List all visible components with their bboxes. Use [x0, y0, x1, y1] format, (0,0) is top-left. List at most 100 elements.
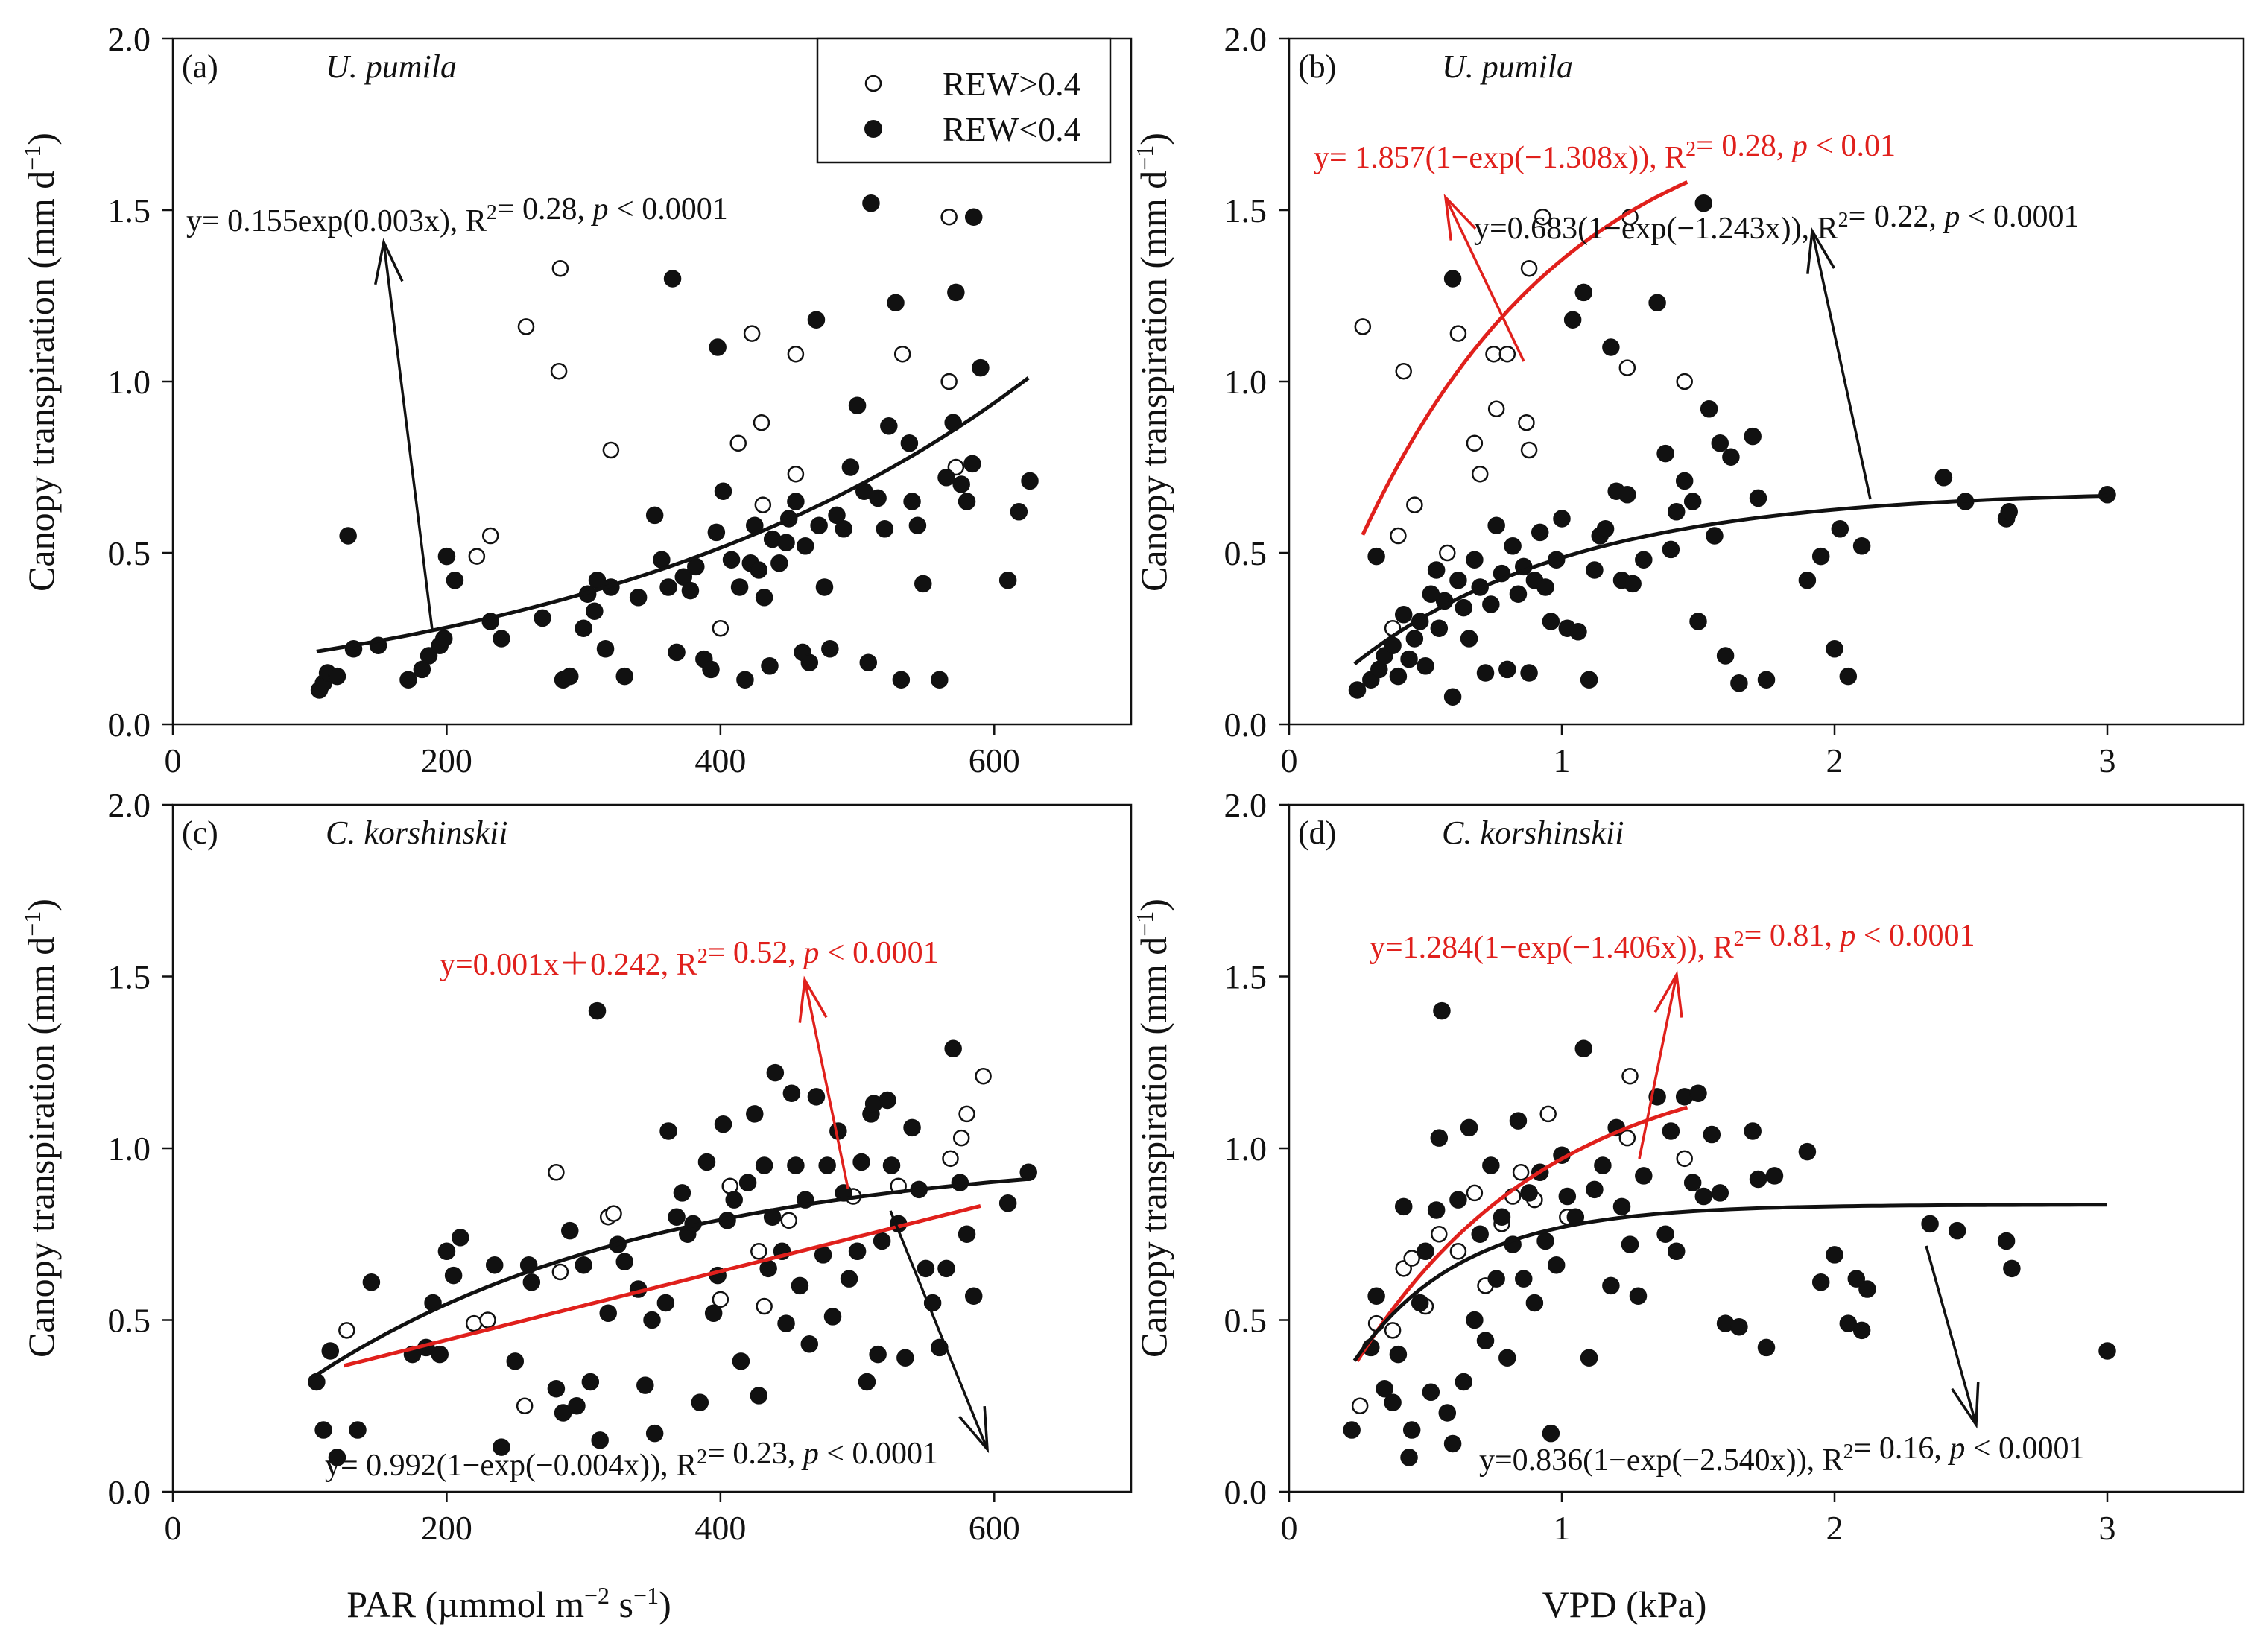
point-filled — [1798, 572, 1817, 589]
point-filled — [1460, 1118, 1478, 1137]
point-open — [468, 548, 486, 565]
point-open — [750, 1243, 767, 1260]
point-filled — [797, 537, 814, 555]
point-filled — [2000, 503, 2018, 521]
point-open — [550, 362, 568, 380]
point-open — [1449, 325, 1467, 342]
point-filled — [697, 1153, 716, 1171]
point-filled — [1602, 1276, 1620, 1295]
y-tick-label: 1.5 — [108, 192, 151, 230]
point-filled — [1757, 671, 1776, 689]
point-filled — [1417, 1242, 1434, 1261]
point-filled — [656, 1294, 675, 1312]
point-open — [1487, 400, 1505, 418]
point-filled — [575, 619, 592, 637]
point-filled — [668, 643, 686, 662]
point-filled — [1449, 1191, 1467, 1209]
point-open — [602, 441, 620, 459]
y-tick-label: 0.0 — [108, 1473, 151, 1511]
point-filled — [1389, 667, 1408, 686]
point-filled — [437, 1242, 456, 1261]
annotation-arrow-red-shaft — [803, 979, 849, 1189]
point-filled — [645, 1424, 664, 1443]
point-filled — [485, 1256, 504, 1274]
annotation-arrow-black-shaft — [1811, 230, 1872, 500]
point-open — [1449, 1243, 1467, 1260]
point-filled — [547, 1379, 566, 1398]
point-filled — [841, 458, 860, 476]
point-filled — [1417, 657, 1434, 675]
point-filled — [1021, 472, 1039, 490]
point-filled — [534, 609, 551, 627]
panel-d-species: C. korshinskii — [1442, 814, 1624, 851]
point-filled — [1348, 681, 1367, 699]
point-filled — [413, 660, 431, 679]
point-open — [754, 496, 772, 513]
fit-curve-black — [1353, 493, 2108, 665]
point-filled — [750, 561, 768, 579]
point-filled — [1443, 270, 1462, 288]
point-filled — [1798, 1142, 1817, 1161]
point-filled — [1509, 585, 1528, 603]
point-filled — [1694, 194, 1713, 212]
point-filled — [1621, 1235, 1639, 1253]
point-filled — [615, 667, 634, 686]
point-filled — [1449, 572, 1467, 589]
x-tick-label: 1 — [1554, 1509, 1571, 1547]
point-open — [548, 1164, 565, 1181]
point-open — [1439, 544, 1456, 562]
point-filled — [852, 1153, 870, 1171]
y-tick-label: 1.0 — [108, 1130, 151, 1168]
x-tick-label: 3 — [2099, 741, 2116, 779]
point-filled — [506, 1352, 525, 1370]
annotation-arrow-red-shaft — [1638, 974, 1678, 1159]
point-filled — [659, 578, 677, 596]
x-tick-label: 400 — [694, 741, 746, 779]
point-filled — [1580, 1349, 1598, 1367]
point-filled — [1367, 1287, 1385, 1305]
x-tick-label: 0 — [165, 1509, 182, 1547]
point-filled — [1831, 520, 1849, 538]
y-tick-label: 0.0 — [1224, 706, 1267, 744]
point-filled — [663, 270, 682, 288]
y-tick-label: 2.0 — [1224, 20, 1267, 58]
point-filled — [1757, 1338, 1776, 1357]
point-filled — [674, 568, 693, 586]
point-filled — [328, 667, 346, 686]
panel-a-species: U. pumila — [326, 48, 457, 85]
annotation-arrow-red-shaft — [1444, 197, 1525, 362]
point-filled — [1376, 1379, 1393, 1398]
point-open — [753, 414, 770, 431]
point-filled — [903, 493, 921, 510]
point-filled — [917, 1259, 935, 1278]
point-filled — [596, 640, 615, 658]
annotation-arrow-red-head — [798, 975, 828, 1023]
point-filled — [814, 1246, 832, 1264]
point-filled — [914, 575, 932, 593]
point-filled — [1438, 1404, 1457, 1422]
point-open — [481, 527, 499, 545]
point-filled — [493, 1438, 510, 1456]
point-filled — [1558, 1187, 1577, 1206]
point-filled — [1343, 1421, 1361, 1439]
fit-equation-black: y= 0.992(1−exp(−0.004x)), R2= 0.23, p < … — [325, 1437, 938, 1483]
point-filled — [1635, 1167, 1653, 1185]
y-tick-label: 0.5 — [1224, 534, 1267, 572]
point-filled — [554, 1404, 572, 1422]
point-open — [1431, 1226, 1448, 1243]
legend-open-label: REW>0.4 — [943, 65, 1081, 103]
point-filled — [1482, 595, 1500, 613]
point-open — [1520, 259, 1538, 277]
point-filled — [876, 520, 894, 538]
point-filled — [1858, 1280, 1876, 1298]
point-filled — [1455, 1373, 1472, 1391]
point-filled — [1427, 561, 1446, 579]
point-filled — [807, 311, 826, 329]
ylabel-top-left: Canopy transpiration (mm d−1) — [19, 133, 62, 592]
point-filled — [736, 671, 754, 689]
point-filled — [835, 520, 852, 538]
point-filled — [714, 482, 732, 500]
point-filled — [1547, 1256, 1566, 1274]
point-filled — [1594, 1156, 1612, 1174]
point-filled — [1430, 619, 1449, 637]
